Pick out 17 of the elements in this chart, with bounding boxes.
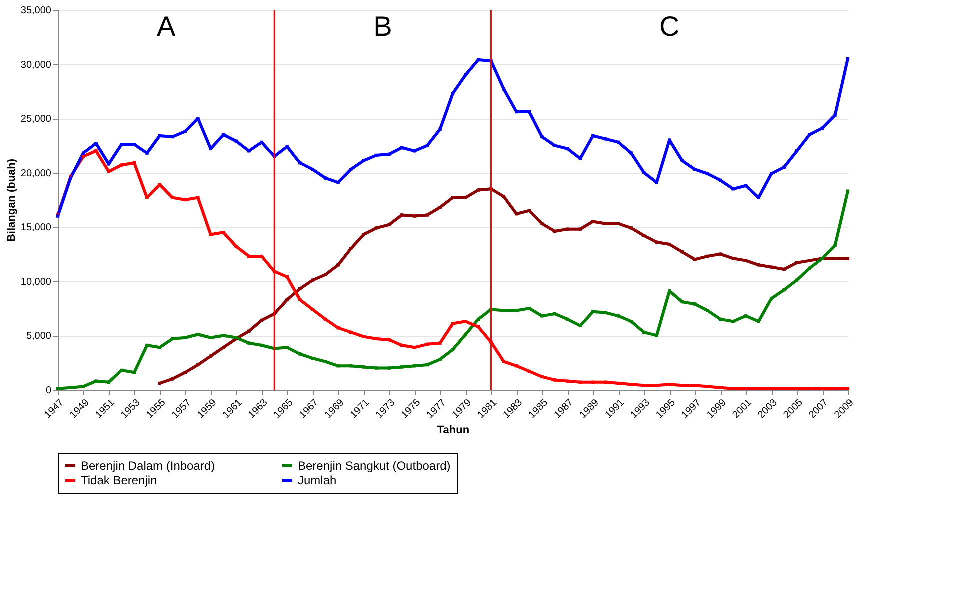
y-axis-title: Bilangan (buah) — [6, 158, 18, 242]
legend-label: Berenjin Sangkut (Outboard) — [298, 458, 451, 473]
legend-label: Jumlah — [298, 474, 337, 488]
y-tick-label: 20,000 — [20, 168, 52, 180]
y-tick-label: 10,000 — [20, 276, 52, 288]
legend-label: Berenjin Dalam (Inboard) — [81, 458, 216, 473]
y-tick-label: 5,000 — [26, 331, 52, 342]
y-tick-label: 30,000 — [20, 60, 52, 71]
y-tick-label: 15,000 — [20, 222, 52, 234]
y-tick-label: 0 — [46, 386, 52, 396]
y-tick-label: 35,000 — [20, 6, 52, 16]
y-tick-label: 25,000 — [20, 114, 52, 126]
x-axis-title: Tahun — [437, 424, 470, 436]
annotation: C — [659, 11, 680, 42]
annotation: B — [374, 11, 392, 42]
annotation: A — [156, 11, 176, 42]
legend-label: Tidak Berenjin — [81, 474, 158, 488]
